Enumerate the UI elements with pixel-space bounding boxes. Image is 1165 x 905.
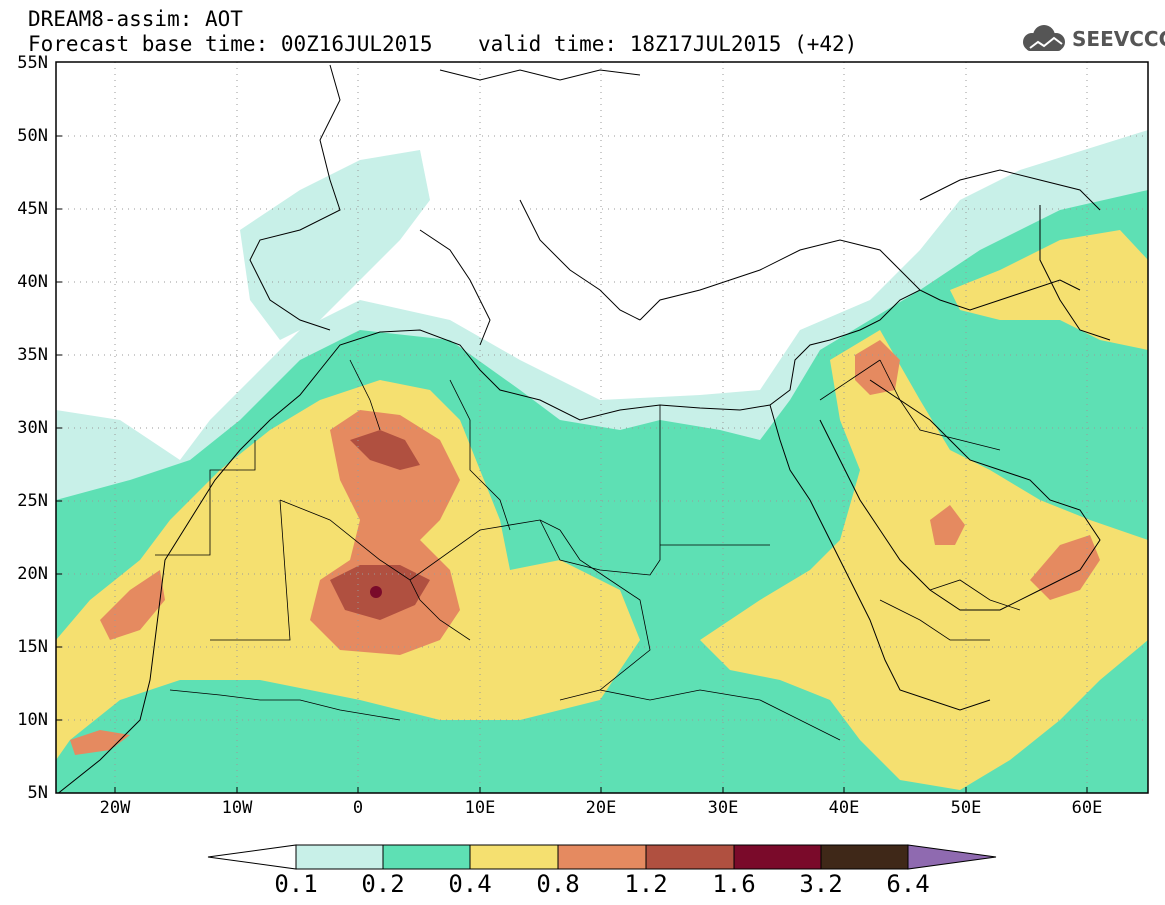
aot-band-0.4-caspian [950, 230, 1148, 350]
aot-band-0.8-iraq [855, 340, 900, 395]
lon-label-0: 0 [352, 798, 364, 818]
colorbar-swatch-4 [557, 844, 647, 870]
map-title: DREAM8-assim: AOT [28, 7, 243, 31]
colorbar-label-0.8: 0.8 [536, 870, 580, 898]
colorbar-label-1.6: 1.6 [712, 870, 756, 898]
colorbar [207, 844, 997, 870]
logo-text: SEEVCCC [1072, 27, 1165, 51]
colorbar-label-0.2: 0.2 [361, 870, 405, 898]
lon-label-40e: 40E [828, 798, 860, 818]
aot-band-1.2 [350, 430, 420, 470]
forecast-base-time: Forecast base time: 00Z16JUL2015 [28, 32, 433, 56]
lat-label-40n: 40N [17, 272, 48, 292]
lon-label-20e: 20E [585, 798, 617, 818]
tick-marks [56, 135, 1088, 793]
lon-label-20w: 20W [99, 798, 131, 818]
lon-label-30e: 30E [707, 798, 739, 818]
lat-label-10n: 10N [17, 710, 48, 730]
colorbar-swatch-3 [469, 844, 559, 870]
aot-band-1.6 [370, 586, 382, 598]
colorbar-label-0.4: 0.4 [448, 870, 492, 898]
aot-band-0.8-oman [1030, 535, 1100, 600]
lat-label-50n: 50N [17, 126, 48, 146]
lon-label-50e: 50E [950, 798, 982, 818]
graticule [56, 62, 1148, 793]
lat-label-35n: 35N [17, 345, 48, 365]
colorbar-max-arrow [907, 844, 997, 870]
lat-label-45n: 45N [17, 199, 48, 219]
lon-label-10e: 10E [464, 798, 496, 818]
lon-label-60e: 60E [1071, 798, 1103, 818]
valid-time: valid time: 18Z17JUL2015 (+42) [478, 32, 858, 56]
colorbar-swatch-7 [820, 844, 909, 870]
lat-label-55n: 55N [17, 53, 48, 73]
lat-label-25n: 25N [17, 491, 48, 511]
coastlines [57, 64, 1111, 793]
aot-band-0.4-east [700, 330, 1148, 790]
aot-band-0.1-north [240, 150, 430, 340]
aot-band-0.8-sw [70, 730, 130, 755]
seevccc-logo [1023, 25, 1065, 51]
colorbar-swatch-1 [295, 844, 384, 870]
lon-label-10w: 10W [221, 798, 253, 818]
aot-band-0.8-arabia [930, 505, 965, 545]
colorbar-swatch-2 [382, 844, 471, 870]
country-borders [155, 359, 1021, 741]
lat-label-30n: 30N [17, 418, 48, 438]
colorbar-swatch-6 [733, 844, 822, 870]
aot-field [56, 130, 1148, 793]
colorbar-swatch-5 [645, 844, 735, 870]
lat-label-15n: 15N [17, 637, 48, 657]
aot-band-0.8-w [100, 570, 165, 640]
colorbar-min-arrow [207, 844, 297, 870]
lat-label-5n: 5N [27, 783, 48, 803]
colorbar-label-3.2: 3.2 [799, 870, 843, 898]
colorbar-label-1.2: 1.2 [624, 870, 668, 898]
colorbar-label-6.4: 6.4 [886, 870, 930, 898]
colorbar-label-0.1: 0.1 [274, 870, 318, 898]
lat-label-20n: 20N [17, 564, 48, 584]
